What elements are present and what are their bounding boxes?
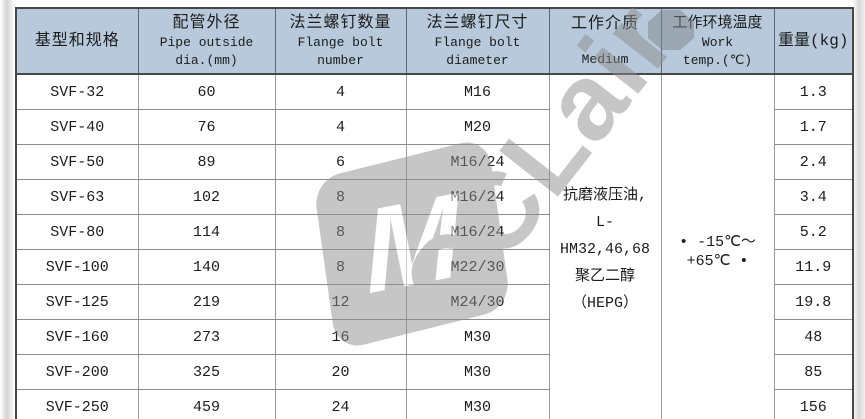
header-bolt-diameter-en2: diameter: [446, 52, 509, 68]
cell-model: SVF-100: [16, 249, 139, 285]
cell-bolt-number: 8: [275, 214, 407, 250]
header-pipe-od-zh: 配管外径: [172, 13, 241, 32]
cell-model: SVF-80: [16, 214, 139, 250]
cell-pipe-od: 273: [138, 319, 276, 355]
cell-model: SVF-32: [16, 74, 139, 110]
header-pipe-od: 配管外径 Pipe outside dia.(mm): [137, 7, 276, 75]
header-row: 基型和规格 配管外径 Pipe outside dia.(mm) 法兰螺钉数量 …: [15, 7, 854, 75]
header-work-temp-zh: 工作环境温度: [672, 14, 763, 32]
medium-line-4: （HEPG）: [571, 295, 638, 312]
cell-model: SVF-63: [16, 179, 139, 215]
cell-bolt-number: 4: [275, 74, 407, 110]
medium-line-1: 抗磨液压油,: [562, 187, 647, 204]
cell-model: SVF-40: [16, 109, 139, 145]
cell-bolt-number: 20: [275, 354, 407, 390]
cell-bolt-number: 4: [275, 109, 407, 145]
cell-pipe-od: 102: [138, 179, 276, 215]
table-row: SVF-32 60 4 M16 抗磨液压油, L-HM32,46,68 聚乙二醇…: [16, 74, 853, 419]
header-work-temp: 工作环境温度 Work temp.(℃): [660, 7, 775, 75]
cell-bolt-diameter: M30: [406, 319, 550, 355]
cell-bolt-diameter: M16: [406, 74, 550, 110]
cell-weight: 2.4: [774, 144, 853, 180]
cell-bolt-diameter: M16/24: [406, 179, 550, 215]
header-work-temp-en1: Work: [701, 34, 734, 50]
cell-medium-merged: 抗磨液压油, L-HM32,46,68 聚乙二醇 （HEPG）: [549, 74, 662, 419]
cell-bolt-number: 8: [275, 249, 407, 285]
header-weight: 重量(kg): [773, 7, 854, 75]
cell-bolt-diameter: M30: [406, 389, 550, 419]
cell-model: SVF-125: [16, 284, 139, 320]
cell-pipe-od: 219: [138, 284, 276, 320]
header-bolt-diameter-zh: 法兰螺钉尺寸: [426, 13, 529, 32]
cell-bolt-diameter: M24/30: [406, 284, 550, 320]
cell-weight: 19.8: [774, 284, 853, 320]
cell-model: SVF-160: [16, 319, 139, 355]
header-bolt-number-en2: number: [317, 52, 364, 68]
cell-pipe-od: 459: [138, 389, 276, 419]
header-model: 基型和规格: [15, 7, 139, 75]
cell-bolt-number: 8: [275, 179, 407, 215]
cell-weight: 1.7: [774, 109, 853, 145]
table-row: SVF-250 459 24 M30 156: [16, 389, 853, 419]
header-pipe-od-en1: Pipe outside: [159, 34, 254, 50]
cell-bolt-diameter: M16/24: [406, 144, 550, 180]
cell-weight: 3.4: [774, 179, 853, 215]
header-bolt-number-zh: 法兰螺钉数量: [289, 13, 392, 32]
cell-bolt-number: 6: [275, 144, 407, 180]
cell-weight: 11.9: [774, 249, 853, 285]
header-bolt-diameter: 法兰螺钉尺寸 Flange bolt diameter: [405, 7, 550, 75]
table-row: SVF-100 140 8 M22/30 11.9: [16, 249, 853, 285]
cell-weight: 48: [774, 319, 853, 355]
cell-bolt-diameter: M22/30: [406, 249, 550, 285]
medium-line-3: 聚乙二醇: [574, 268, 635, 285]
cell-pipe-od: 89: [138, 144, 276, 180]
header-medium: 工作介质 Medium: [548, 7, 662, 75]
specs-table: 基型和规格 配管外径 Pipe outside dia.(mm) 法兰螺钉数量 …: [15, 7, 854, 419]
cell-weight: 85: [774, 354, 853, 390]
cell-pipe-od: 325: [138, 354, 276, 390]
page-left-edge: [0, 0, 15, 419]
header-medium-zh: 工作介质: [570, 14, 639, 33]
cell-pipe-od: 76: [138, 109, 276, 145]
header-bolt-number-en1: Flange bolt: [297, 34, 384, 50]
header-medium-en: Medium: [581, 51, 629, 67]
cell-model: SVF-250: [16, 389, 139, 419]
medium-line-2: L-HM32,46,68: [559, 214, 650, 258]
cell-model: SVF-200: [16, 354, 139, 390]
header-medium-gap: [550, 35, 661, 51]
header-weight-zh: 重量(kg): [778, 31, 849, 50]
cell-weight: 1.3: [774, 74, 853, 110]
cell-bolt-number: 24: [275, 389, 407, 419]
header-bolt-diameter-en1: Flange bolt: [434, 34, 521, 50]
cell-bolt-number: 12: [275, 284, 407, 320]
cell-pipe-od: 60: [138, 74, 276, 110]
cell-bolt-diameter: M30: [406, 354, 550, 390]
cell-pipe-od: 140: [138, 249, 276, 285]
cell-bolt-diameter: M20: [406, 109, 550, 145]
cell-pipe-od: 114: [138, 214, 276, 250]
cell-weight: 156: [799, 398, 827, 416]
header-pipe-od-en2: dia.(mm): [175, 52, 238, 68]
cell-model: SVF-50: [16, 144, 139, 180]
header-bolt-number: 法兰螺钉数量 Flange bolt number: [274, 7, 407, 75]
table-row: SVF-40 76 4 M20 1.7: [16, 109, 853, 145]
cell-weight: 5.2: [774, 214, 853, 250]
cell-work-temp-merged: • -15℃～+65℃ •: [661, 74, 775, 419]
cell-bolt-diameter: M16/24: [406, 214, 550, 250]
table-row: SVF-200 325 20 M30 85: [16, 354, 853, 390]
header-model-zh: 基型和规格: [34, 31, 120, 50]
cell-bolt-number: 16: [275, 319, 407, 355]
header-work-temp-en2: temp.(℃): [682, 52, 753, 68]
